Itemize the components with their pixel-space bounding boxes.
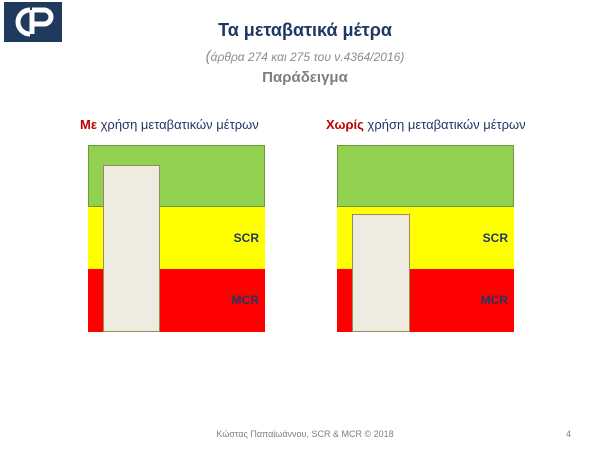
right-own-funds-bar — [352, 214, 410, 332]
left-scr-label: SCR — [233, 231, 259, 245]
right-panel-heading: Χωρίς χρήση μεταβατικών μέτρων — [326, 117, 526, 132]
footer-credit: Κώστας Παπαϊωάννου, SCR & MCR © 2018 — [216, 429, 394, 439]
left-heading-emphasis: Με — [80, 117, 97, 132]
right-heading-emphasis: Χωρίς — [326, 117, 364, 132]
left-mcr-label: MCR — [231, 293, 259, 307]
right-scr-label: SCR — [482, 231, 508, 245]
page-title: Τα μεταβατικά μέτρα — [218, 20, 392, 40]
logo-icon — [4, 2, 62, 42]
left-diagram: SCR MCR — [88, 145, 265, 332]
right-mcr-label: MCR — [480, 293, 508, 307]
right-heading-text: χρήση μεταβατικών μέτρων — [363, 117, 526, 132]
page-subtitle: (άρθρα 274 και 275 του ν.4364/2016) — [0, 48, 610, 65]
left-panel-heading: Με χρήση μεταβατικών μέτρων — [80, 117, 259, 132]
company-logo — [4, 2, 62, 42]
right-diagram: SCR MCR — [337, 145, 514, 332]
left-heading-text: χρήση μεταβατικών μέτρων — [97, 117, 259, 132]
left-own-funds-bar — [103, 165, 160, 332]
example-heading: Παράδειγμα — [262, 69, 348, 86]
subtitle-text: άρθρα 274 και 275 του ν.4364/2016) — [210, 50, 405, 64]
subtitle-paren: ( — [205, 48, 211, 65]
page-number: 4 — [566, 429, 572, 439]
right-green-band — [337, 145, 514, 207]
